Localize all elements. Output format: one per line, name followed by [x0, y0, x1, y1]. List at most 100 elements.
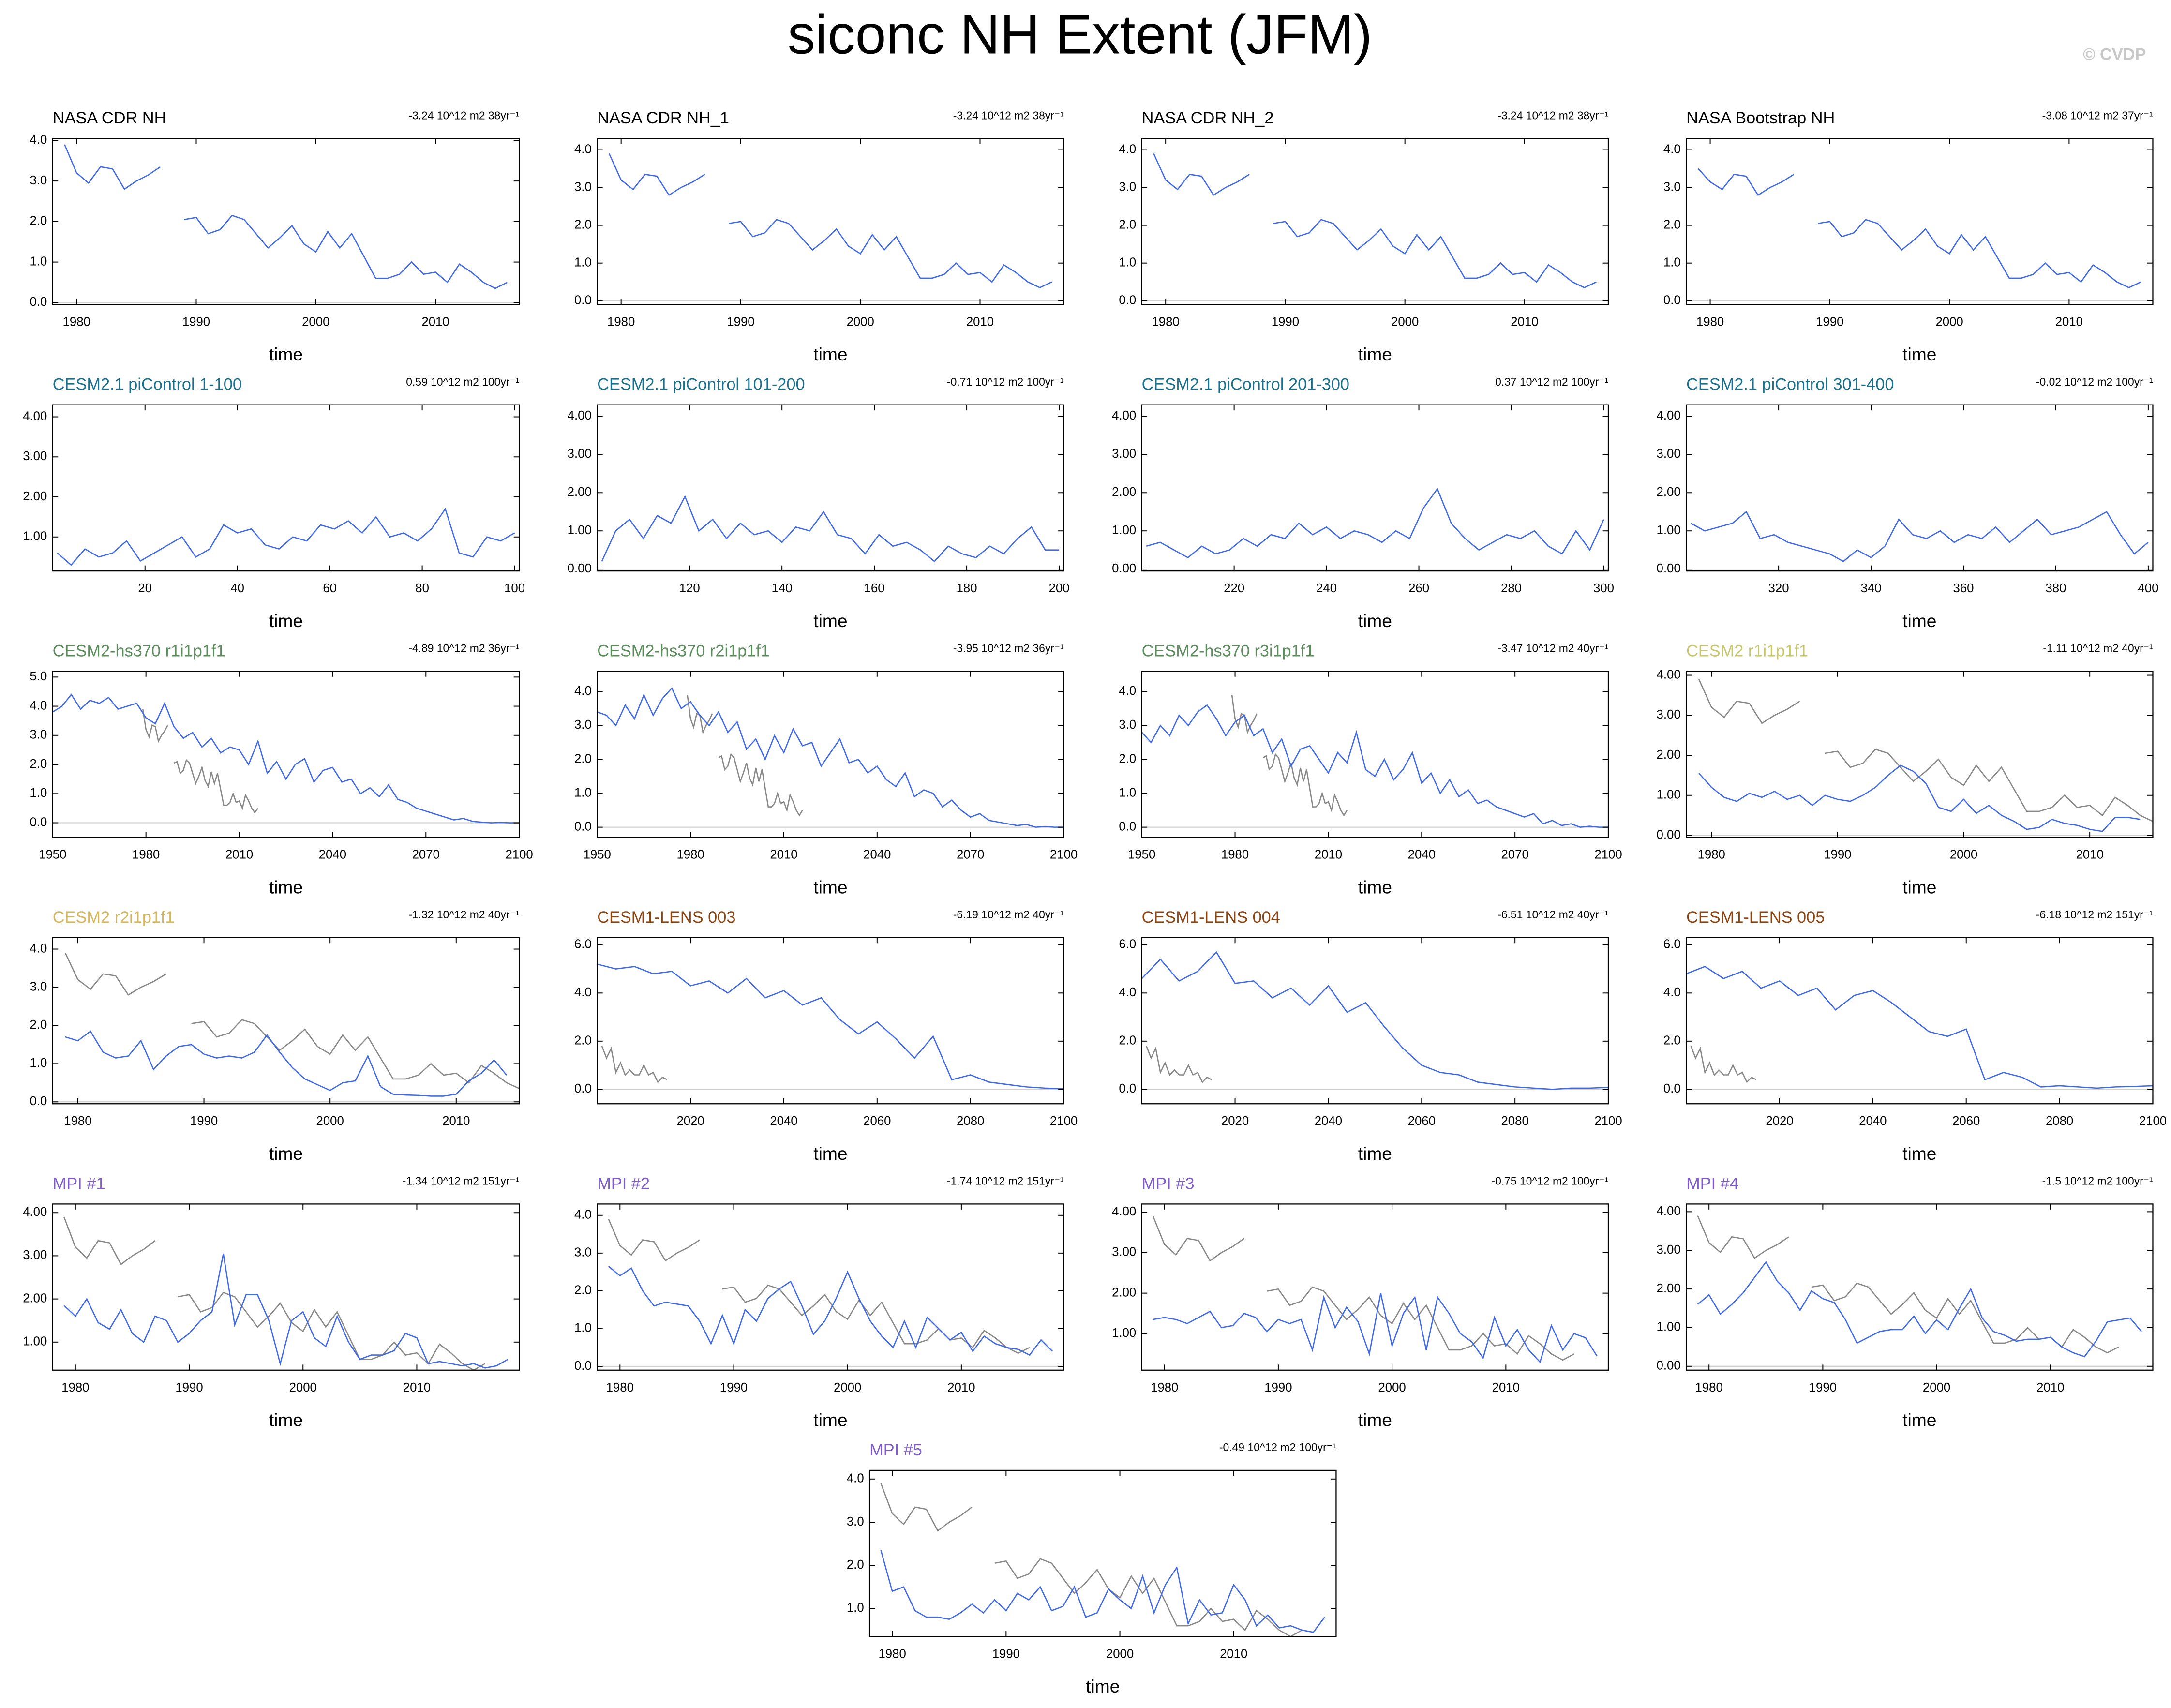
- x-tick-label: 120: [679, 582, 700, 595]
- y-tick-label: 4.0: [1663, 142, 1681, 156]
- y-tick-label: 4.0: [847, 1472, 864, 1485]
- y-tick-label: 1.0: [1663, 255, 1681, 269]
- y-tick-label: 4.0: [574, 986, 592, 999]
- data-line: [880, 1483, 1303, 1637]
- x-tick-label: 2000: [1391, 315, 1419, 329]
- y-tick-label: 0.0: [574, 294, 592, 307]
- y-tick-label: 2.0: [1119, 218, 1136, 231]
- x-tick-label: 2010: [1220, 1647, 1247, 1661]
- y-tick-label: 0.0: [30, 295, 47, 309]
- x-tick-label: 2010: [1511, 315, 1538, 329]
- figure-title: siconc NH Extent (JFM): [788, 3, 1372, 65]
- trend-label: -1.11 10^12 m2 40yr⁻¹: [2043, 642, 2153, 655]
- panel-title: CESM1-LENS 005: [1686, 908, 1825, 927]
- y-tick-label: 2.0: [574, 1284, 592, 1297]
- x-tick-label: 2000: [289, 1381, 317, 1394]
- data-line: [64, 144, 508, 289]
- y-tick-label: 2.00: [1657, 1282, 1681, 1295]
- y-tick-label: 1.00: [1657, 524, 1681, 537]
- data-line: [1146, 487, 1604, 559]
- data-line: [63, 1253, 509, 1369]
- y-tick-label: 2.0: [847, 1558, 864, 1572]
- data-line: [1690, 1046, 1757, 1083]
- y-tick-label: 0.00: [1657, 828, 1681, 841]
- x-tick-label: 1980: [1221, 848, 1249, 862]
- x-tick-label: 220: [1224, 582, 1244, 595]
- trend-label: -1.74 10^12 m2 151yr⁻¹: [947, 1175, 1064, 1187]
- x-tick-label: 1990: [175, 1381, 203, 1394]
- x-tick-label: 100: [504, 582, 525, 595]
- plot-frame: [1685, 937, 2154, 1105]
- x-tick-label: 2010: [2036, 1381, 2064, 1394]
- x-tick-label: 2060: [863, 1114, 891, 1128]
- x-tick-label: 2060: [1952, 1114, 1980, 1128]
- x-tick-label: 2040: [1408, 848, 1436, 862]
- x-tick-label: 2070: [1501, 848, 1529, 862]
- x-tick-label: 2010: [2055, 315, 2083, 329]
- data-line: [52, 693, 520, 824]
- y-tick-label: 1.0: [847, 1601, 864, 1615]
- y-tick-label: 3.0: [574, 1246, 592, 1259]
- x-tick-label: 2010: [225, 848, 253, 862]
- trend-label: -0.49 10^12 m2 100yr⁻¹: [1219, 1441, 1336, 1453]
- trend-label: -3.24 10^12 m2 38yr⁻¹: [953, 109, 1064, 121]
- y-tick-label: 4.00: [568, 409, 592, 422]
- panel-title: CESM2.1 piControl 101-200: [597, 375, 805, 394]
- trend-label: -3.24 10^12 m2 38yr⁻¹: [408, 109, 519, 121]
- x-axis-label: time: [269, 344, 303, 364]
- x-tick-label: 2010: [2076, 848, 2103, 862]
- x-tick-label: 2000: [1106, 1647, 1134, 1661]
- trend-label: -0.02 10^12 m2 100yr⁻¹: [2036, 375, 2153, 388]
- x-tick-label: 2010: [442, 1114, 470, 1128]
- x-tick-label: 60: [323, 582, 337, 595]
- data-line: [608, 153, 1052, 288]
- x-tick-label: 1980: [878, 1647, 906, 1661]
- x-tick-label: 2020: [1766, 1114, 1793, 1128]
- panel-title: MPI #4: [1686, 1174, 1739, 1193]
- x-axis-label: time: [269, 611, 303, 631]
- trend-label: -6.19 10^12 m2 40yr⁻¹: [953, 908, 1064, 921]
- y-tick-label: 1.0: [30, 1056, 47, 1070]
- plot-frame: [52, 937, 520, 1105]
- plot-frame: [1141, 138, 1609, 305]
- y-tick-label: 4.0: [30, 942, 47, 955]
- plot-frame: [597, 937, 1064, 1105]
- data-line: [1153, 1293, 1598, 1363]
- plot-frame: [597, 404, 1064, 572]
- x-tick-label: 2070: [412, 848, 440, 862]
- x-tick-label: 2080: [957, 1114, 984, 1128]
- x-tick-label: 2100: [1594, 848, 1622, 862]
- x-tick-label: 160: [864, 582, 885, 595]
- plot-frame: [52, 404, 520, 572]
- x-axis-label: time: [1358, 344, 1392, 364]
- plot-frame: [597, 1203, 1064, 1371]
- x-tick-label: 260: [1408, 582, 1429, 595]
- plot-frame: [597, 138, 1064, 305]
- data-line: [608, 1219, 1030, 1354]
- y-tick-label: 2.0: [30, 1018, 47, 1032]
- data-line: [1698, 679, 2153, 822]
- y-tick-label: 1.00: [1657, 788, 1681, 802]
- x-tick-label: 1990: [1824, 848, 1851, 862]
- data-line: [601, 495, 1060, 563]
- trend-label: -4.89 10^12 m2 36yr⁻¹: [408, 642, 519, 655]
- y-tick-label: 0.0: [1663, 294, 1681, 307]
- x-tick-label: 300: [1593, 582, 1614, 595]
- x-tick-label: 400: [2138, 582, 2158, 595]
- x-tick-label: 1980: [61, 1381, 89, 1394]
- plot-frame: [868, 1469, 1337, 1637]
- x-axis-label: time: [1902, 1143, 1936, 1164]
- x-tick-label: 1980: [64, 1114, 91, 1128]
- data-line: [64, 952, 520, 1090]
- panel-title: MPI #2: [597, 1174, 650, 1193]
- data-line: [608, 1266, 1053, 1356]
- y-tick-label: 4.00: [1657, 1204, 1681, 1218]
- x-tick-label: 240: [1316, 582, 1337, 595]
- y-tick-label: 3.00: [1657, 1243, 1681, 1257]
- plot-frame: [1141, 404, 1609, 572]
- y-tick-label: 2.0: [574, 752, 592, 765]
- y-tick-label: 2.0: [574, 218, 592, 231]
- trend-label: -1.5 10^12 m2 100yr⁻¹: [2042, 1175, 2153, 1187]
- y-tick-label: 4.00: [1112, 409, 1136, 422]
